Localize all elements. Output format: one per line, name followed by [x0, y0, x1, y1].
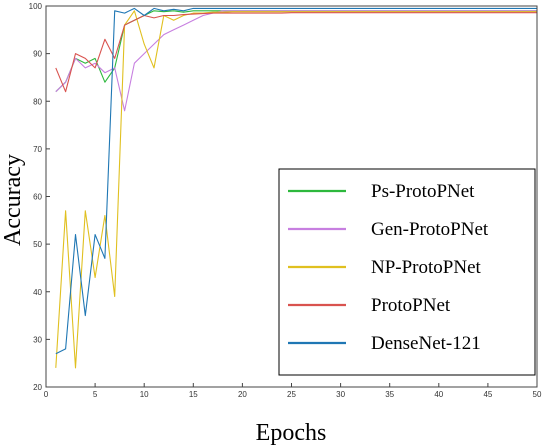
x-axis-ticks: 0 5 10 15 20 25 30 35 40 45 50: [44, 383, 542, 399]
series-line-2: [55, 10, 537, 112]
x-tick-label: 0: [44, 390, 49, 399]
x-tick-label: 5: [93, 390, 98, 399]
x-tick-label: 50: [533, 390, 542, 399]
series-layer: [55, 7, 537, 369]
y-tick-label: 90: [33, 50, 42, 59]
legend: Ps-ProtoPNet Gen-ProtoPNet NP-ProtoPNet Pro…: [278, 168, 536, 376]
x-tick-label: 15: [189, 390, 198, 399]
legend-label-5: DenseNet-121: [371, 333, 481, 354]
y-tick-label: 60: [33, 193, 42, 202]
x-tick-label: 20: [238, 390, 247, 399]
x-tick-label: 30: [336, 390, 345, 399]
x-tick-label: 10: [140, 390, 149, 399]
y-tick-label: 50: [33, 240, 42, 249]
x-tick-label: 40: [434, 390, 443, 399]
y-tick-label: 80: [33, 97, 42, 106]
y-axis-ticks: 20 30 40 50 60 70 80 90 100: [29, 2, 50, 392]
legend-label-4: ProtoPNet: [371, 295, 451, 316]
series-line-5: [55, 7, 537, 355]
y-tick-label: 40: [33, 288, 42, 297]
y-tick-label: 30: [33, 335, 42, 344]
x-tick-label: 25: [287, 390, 296, 399]
x-tick-label: 35: [385, 390, 394, 399]
legend-label-1: Ps-ProtoPNet: [371, 181, 475, 202]
series-line-3: [55, 10, 537, 369]
legend-box: [278, 168, 536, 376]
series-line-4: [55, 12, 537, 93]
y-tick-label: 20: [33, 383, 42, 392]
legend-items: Ps-ProtoPNet Gen-ProtoPNet NP-ProtoPNet Pro…: [288, 181, 489, 354]
x-axis-title: Epochs: [256, 420, 327, 446]
x-tick-label: 45: [483, 390, 492, 399]
legend-label-3: NP-ProtoPNet: [371, 257, 482, 278]
y-axis-title: Accuracy: [0, 154, 26, 246]
legend-label-2: Gen-ProtoPNet: [371, 219, 489, 240]
y-tick-label: 70: [33, 145, 42, 154]
y-tick-label: 100: [29, 2, 43, 11]
